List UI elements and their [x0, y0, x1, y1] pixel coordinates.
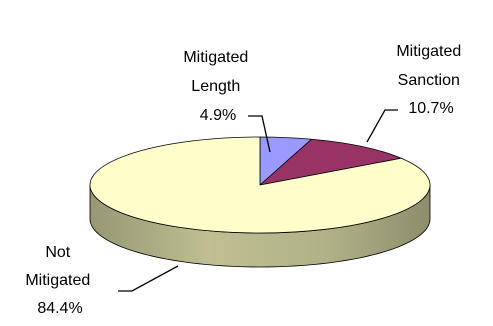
label-line: Sanction [398, 72, 460, 89]
pie-body [89, 136, 431, 268]
slice-label-not-mitigated: Not Mitigated 84.4% [25, 244, 94, 317]
label-line: 4.9% [200, 107, 236, 124]
label-line: Mitigated [183, 49, 248, 66]
slice-label-mitigated-sanction: Mitigated Sanction 10.7% [396, 43, 465, 117]
leader-line-mitigated-sanction [366, 109, 398, 143]
label-line: Mitigated [396, 43, 461, 60]
leader-line-not-mitigated [118, 265, 179, 292]
leader-line-mitigated-length [248, 115, 271, 153]
pie-side-shade [90, 185, 430, 267]
label-line: Not [45, 244, 70, 261]
label-line: 10.7% [408, 100, 453, 117]
label-line: 84.4% [37, 300, 82, 317]
slice-label-mitigated-length: Mitigated Length 4.9% [183, 49, 252, 124]
label-line: Mitigated [25, 272, 90, 289]
pie-slice-not-mitigated [89, 136, 431, 234]
label-line: Length [191, 78, 240, 95]
pie-slice-mitigated-sanction [259, 138, 402, 186]
